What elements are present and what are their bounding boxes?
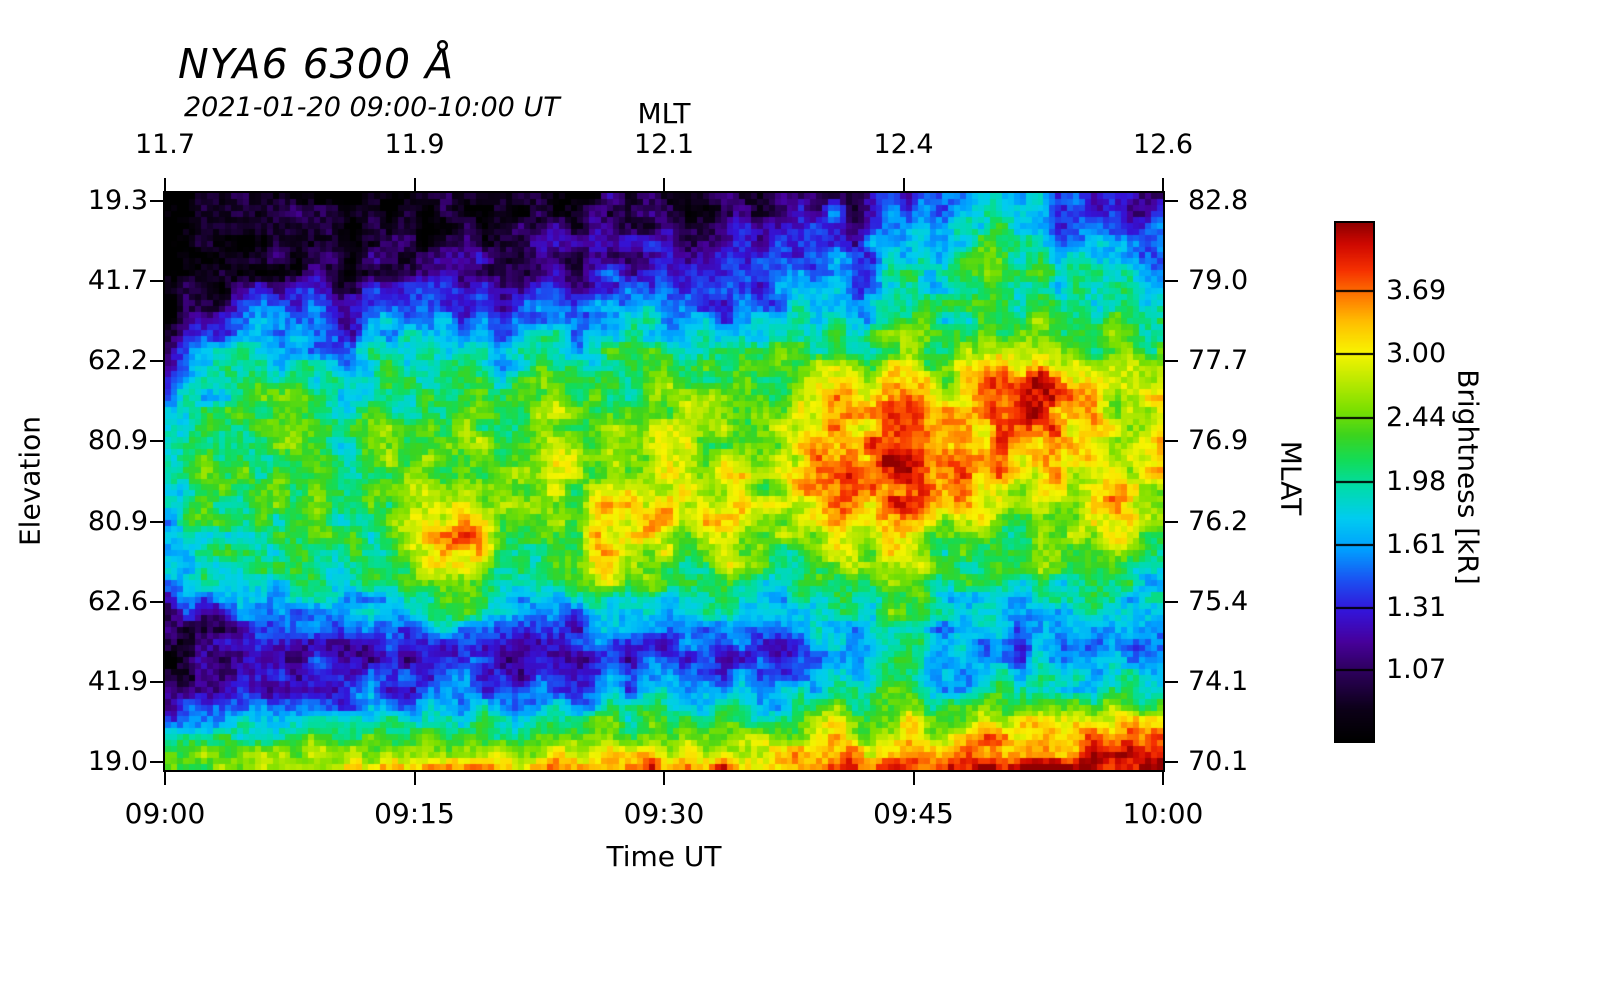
top-tick-label: 11.9 [384, 129, 445, 160]
bottom-tick-mark [413, 772, 416, 785]
top-tick-label: 12.4 [873, 129, 934, 160]
right-tick-mark [1165, 761, 1178, 764]
bottom-tick-label: 09:45 [873, 797, 954, 830]
bottom-tick-mark [912, 772, 915, 785]
right-tick-label: 76.2 [1188, 505, 1249, 537]
colorbar-tick-label: 1.98 [1386, 465, 1447, 497]
left-tick-label: 41.7 [87, 264, 148, 296]
left-tick-mark [150, 761, 163, 764]
colorbar-tick-label: 3.69 [1386, 274, 1447, 306]
right-tick-mark [1165, 601, 1178, 604]
right-tick-mark [1165, 681, 1178, 684]
right-tick-label: 70.1 [1188, 746, 1249, 778]
right-tick-label: 76.9 [1188, 425, 1249, 457]
top-tick-label: 12.1 [633, 129, 695, 160]
colorbar-canvas [1336, 223, 1373, 741]
left-tick-mark [150, 681, 163, 684]
right-tick-mark [1165, 440, 1178, 443]
left-tick-mark [150, 440, 163, 443]
left-tick-label: 62.6 [87, 586, 148, 618]
bottom-tick-mark [1162, 772, 1164, 785]
right-tick-label: 79.0 [1188, 264, 1249, 296]
colorbar-axis-label: Brightness [kR] [1451, 369, 1485, 585]
colorbar-tick-label: 1.31 [1386, 592, 1447, 624]
right-axis-label-mlat: MLAT [1274, 440, 1308, 516]
left-tick-mark [150, 359, 163, 362]
left-tick-label: 41.9 [87, 666, 148, 698]
top-tick-mark [164, 178, 166, 191]
left-tick-mark [150, 601, 163, 604]
colorbar-tick-label: 3.00 [1386, 338, 1447, 370]
left-tick-label: 62.2 [87, 344, 148, 376]
top-tick-mark [902, 178, 905, 191]
top-tick-mark [413, 178, 416, 191]
right-tick-mark [1165, 520, 1178, 523]
left-tick-label: 80.9 [87, 425, 148, 457]
colorbar [1334, 221, 1375, 743]
top-tick-label: 11.7 [134, 129, 196, 160]
right-tick-label: 74.1 [1188, 666, 1249, 698]
bottom-tick-label: 10:00 [1122, 797, 1204, 830]
top-tick-mark [663, 178, 665, 191]
right-tick-label: 82.8 [1188, 184, 1249, 216]
top-axis-label: MLT [637, 97, 691, 130]
right-tick-label: 77.7 [1188, 344, 1249, 376]
left-tick-label: 19.3 [87, 184, 148, 216]
left-tick-label: 80.9 [87, 505, 148, 537]
top-tick-label: 12.6 [1132, 129, 1194, 160]
right-tick-mark [1165, 359, 1178, 362]
plot-title: NYA6 6300 Å [178, 40, 455, 88]
left-tick-mark [150, 520, 163, 523]
left-tick-mark [150, 199, 163, 202]
heatmap-canvas [165, 193, 1163, 770]
x-axis-label: Time UT [606, 840, 722, 873]
bottom-tick-label: 09:30 [623, 797, 705, 830]
heatmap-plot-area [163, 191, 1165, 772]
bottom-tick-mark [663, 772, 665, 785]
plot-subtitle: 2021-01-20 09:00-10:00 UT [184, 92, 560, 123]
bottom-tick-label: 09:15 [374, 797, 455, 830]
right-tick-label: 75.4 [1188, 586, 1249, 618]
left-tick-label: 19.0 [87, 746, 148, 778]
right-tick-mark [1165, 199, 1178, 202]
y-axis-label-elevation: Elevation [13, 415, 47, 547]
left-tick-mark [150, 279, 163, 282]
bottom-tick-label: 09:00 [124, 797, 206, 830]
right-tick-mark [1165, 279, 1178, 282]
top-tick-mark [1162, 178, 1164, 191]
colorbar-tick-label: 2.44 [1386, 401, 1447, 433]
bottom-tick-mark [164, 772, 166, 785]
colorbar-tick-label: 1.61 [1386, 529, 1447, 561]
colorbar-tick-label: 1.07 [1386, 654, 1447, 686]
